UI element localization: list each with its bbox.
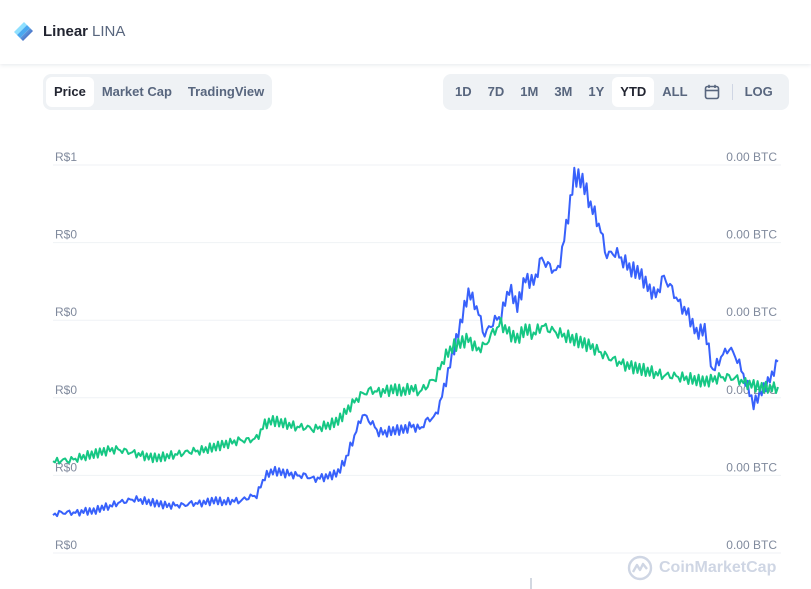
- price-chart: R$1 R$0 R$0 R$0 R$0 R$0 0.00 BTC 0.00 BTC 0.00 …: [52, 150, 781, 589]
- range-1y-button[interactable]: 1Y: [588, 84, 605, 99]
- tab-market-cap[interactable]: Market Cap: [101, 84, 172, 99]
- y-axis-right-tick-label: 0.00 BTC: [726, 228, 777, 242]
- coinmarketcap-logo-icon: [627, 555, 653, 581]
- y-axis-left-tick-label: R$1: [55, 150, 77, 164]
- y-axis-left-tick-label: R$0: [55, 538, 77, 552]
- y-axis-left-tick-label: R$0: [55, 460, 77, 474]
- toolbar-divider: [731, 84, 733, 100]
- header-bar: Linear LINA: [0, 0, 811, 64]
- price-series-line: [52, 166, 779, 518]
- y-axis-right-tick-label: 0.00 BTC: [726, 460, 777, 474]
- coin-title: Linear LINA: [43, 23, 125, 40]
- range-selector: 1D 7D 1M 3M 1Y YTD ALL LOG: [443, 74, 789, 110]
- coinmarketcap-watermark: CoinMarketCap: [627, 555, 776, 581]
- btc-series-line: [52, 317, 779, 465]
- watermark-text: CoinMarketCap: [659, 559, 777, 576]
- coin-symbol: LINA: [92, 23, 126, 40]
- y-axis-right-tick-label: 0.00 BTC: [726, 538, 777, 552]
- range-1d-button[interactable]: 1D: [455, 84, 472, 99]
- y-axis-left-tick-label: R$0: [55, 228, 77, 242]
- range-all-button[interactable]: ALL: [662, 84, 688, 99]
- y-axis-left-tick-label: R$0: [55, 383, 77, 397]
- calendar-icon: [704, 84, 719, 100]
- range-3m-button[interactable]: 3M: [554, 84, 573, 99]
- log-scale-button[interactable]: LOG: [744, 84, 773, 99]
- calendar-button[interactable]: [696, 77, 728, 107]
- range-ytd-button[interactable]: YTD: [612, 77, 655, 107]
- range-1m-button[interactable]: 1M: [520, 84, 539, 99]
- y-axis-right-tick-label: 0.00 BTC: [726, 150, 777, 164]
- linear-logo-icon: [14, 22, 33, 41]
- range-7d-button[interactable]: 7D: [487, 84, 505, 99]
- tab-tradingview[interactable]: TradingView: [187, 84, 265, 99]
- view-tab-group: Price Market Cap TradingView: [43, 74, 272, 110]
- coin-name: Linear: [43, 23, 89, 40]
- tab-price[interactable]: Price: [46, 77, 94, 107]
- y-axis-left-tick-label: R$0: [55, 305, 77, 319]
- y-axis-right-tick-label: 0.00 BTC: [726, 305, 777, 319]
